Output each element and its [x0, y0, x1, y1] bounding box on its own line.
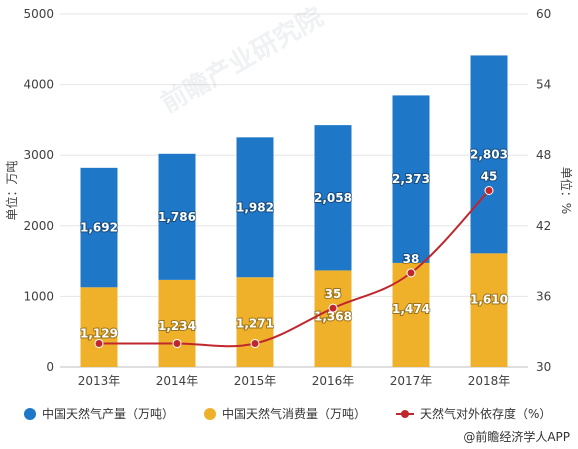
bar-consumption [236, 277, 274, 367]
y2-axis-title: 单位：% [559, 167, 574, 214]
legend-item-consumption: 中国天然气消费量（万吨） [204, 405, 366, 422]
legend-label-consumption: 中国天然气消费量（万吨） [222, 407, 367, 421]
y-tick-label: 2000 [23, 219, 54, 233]
chart-canvas: 0 1000 2000 3000 4000 5000 30 36 42 48 54 60 单位：万吨 单位… [4, 7, 574, 388]
line-point-dependency [250, 338, 260, 348]
data-label-production: 2,803 [470, 147, 508, 161]
data-label-consumption: 1,610 [470, 292, 508, 306]
y-tick-label: 5000 [23, 7, 54, 21]
legend-item-dependency: 天然气对外依存度（%） [396, 405, 551, 422]
y2-tick-label: 42 [536, 219, 551, 233]
y-axis-title: 单位：万吨 [4, 160, 19, 220]
bar-production [236, 137, 274, 278]
data-label-consumption: 1,234 [158, 319, 196, 333]
data-label-consumption: 1,129 [80, 326, 118, 340]
y-tick-label: 0 [46, 360, 54, 374]
data-label-dependency: 38 [403, 252, 420, 266]
y-tick-label: 3000 [23, 148, 54, 162]
line-point-dependency [172, 338, 182, 348]
legend-swatch-dependency [396, 408, 415, 420]
bar-consumption [80, 287, 118, 367]
source-label: @前瞻经济学人APP [463, 430, 570, 444]
y2-tick-label: 48 [536, 148, 551, 162]
y2-tick-label: 36 [536, 289, 551, 303]
y2-tick-label: 54 [536, 78, 551, 92]
y2-tick-label: 30 [536, 360, 551, 374]
line-point-dependency [484, 186, 494, 195]
bar-consumption [314, 270, 352, 367]
legend-item-production: 中国天然气产量（万吨） [24, 405, 174, 422]
data-label-dependency: 35 [325, 287, 342, 301]
legend-label-dependency: 天然气对外依存度（%） [420, 407, 552, 421]
line-point-dependency [94, 338, 104, 348]
y-tick-label: 1000 [23, 289, 54, 303]
y-tick-label: 4000 [23, 78, 54, 92]
x-tick-label: 2014年 [156, 374, 199, 388]
legend-swatch-production [24, 407, 36, 420]
x-tick-label: 2016年 [312, 374, 355, 388]
line-point-dependency [328, 303, 338, 313]
bar-consumption [158, 279, 196, 367]
data-label-dependency: 45 [481, 170, 498, 184]
legend-swatch-consumption [204, 407, 217, 420]
bar-production [158, 153, 196, 280]
bar-production [470, 55, 508, 254]
data-label-production: 1,692 [80, 221, 118, 235]
x-tick-label: 2013年 [78, 374, 121, 388]
line-point-dependency [406, 268, 416, 278]
bar-production [80, 167, 118, 288]
data-label-consumption: 1,474 [392, 302, 430, 316]
y2-tick-label: 60 [536, 7, 551, 21]
bar-production [314, 125, 352, 271]
data-label-production: 2,373 [392, 172, 430, 186]
x-tick-label: 2015年 [234, 374, 277, 388]
data-label-production: 1,786 [158, 210, 196, 224]
bar-consumption [470, 253, 508, 367]
x-tick-label: 2018年 [468, 374, 511, 388]
bar-production [392, 95, 430, 263]
x-tick-label: 2017年 [390, 374, 433, 388]
data-label-consumption: 1,271 [236, 316, 274, 330]
data-label-production: 2,058 [314, 191, 352, 205]
chart-legend: 中国天然气产量（万吨） 中国天然气消费量（万吨） 天然气对外依存度（%） [24, 405, 551, 422]
data-label-production: 1,982 [236, 200, 274, 214]
legend-label-production: 中国天然气产量（万吨） [42, 407, 175, 421]
